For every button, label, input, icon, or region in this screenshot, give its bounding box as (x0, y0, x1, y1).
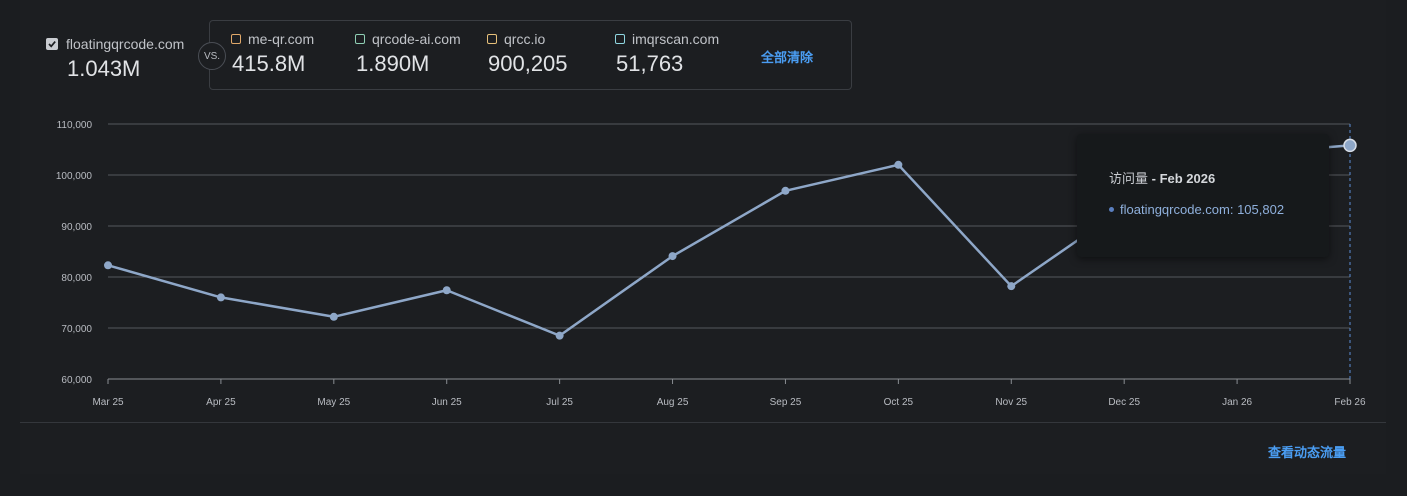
footer-divider (20, 422, 1386, 423)
data-point (668, 252, 677, 261)
competitor-name: imqrscan.com (632, 31, 720, 47)
data-point (555, 331, 564, 340)
y-tick-label: 90,000 (61, 222, 92, 233)
competitor-value: 51,763 (616, 51, 684, 76)
y-tick-label: 70,000 (61, 324, 92, 335)
check-icon (48, 41, 56, 48)
x-tick-label: Feb 26 (1334, 397, 1366, 408)
data-point (329, 312, 338, 321)
x-tick-label: Apr 25 (206, 397, 236, 408)
data-point (1007, 282, 1016, 291)
y-tick-label: 80,000 (61, 273, 92, 284)
competitor-imqrscan[interactable]: imqrscan.com 51,763 (615, 31, 719, 77)
x-tick-label: Mar 25 (92, 397, 124, 408)
tooltip-site: floatingqrcode.com (1120, 202, 1230, 217)
competitor-name: qrcc.io (504, 31, 546, 47)
main-site: floatingqrcode.com 1.043M (46, 36, 184, 82)
x-tick-label: Aug 25 (657, 397, 689, 408)
competitor-value: 415.8M (232, 51, 306, 76)
competitor-name: qrcode-ai.com (372, 31, 461, 47)
competitor-qrcode-ai[interactable]: qrcode-ai.com 1.890M (355, 31, 461, 77)
main-site-value: 1.043M (67, 56, 141, 81)
view-traffic-link[interactable]: 查看动态流量 (1268, 445, 1347, 460)
tooltip-value: 105,802 (1237, 202, 1285, 217)
competitor-value: 1.890M (356, 51, 430, 76)
clear-all-button[interactable]: 全部清除 (761, 50, 814, 65)
x-tick-label: Jul 25 (546, 397, 573, 408)
competitors-box: me-qr.com 415.8M qrcode-ai.com 1.890M qr… (209, 20, 852, 90)
tooltip-metric: 访问量 (1109, 171, 1149, 186)
tooltip-entry: floatingqrcode.com: 105,802 (1109, 202, 1284, 217)
tooltip-title: 访问量 - Feb 2026 (1109, 171, 1216, 186)
competitor-value: 900,205 (488, 51, 568, 76)
main-site-checkbox[interactable] (46, 38, 58, 50)
x-tick-label: Jun 25 (432, 397, 462, 408)
tooltip-period: Feb 2026 (1159, 171, 1216, 186)
data-point-highlighted (1343, 138, 1357, 153)
x-tick-label: Dec 25 (1108, 397, 1140, 408)
chart-tooltip: 访问量 - Feb 2026 floatingqrcode.com: 105,8… (1077, 134, 1329, 257)
main-site-name: floatingqrcode.com (66, 36, 185, 52)
data-point (442, 286, 451, 295)
data-point (781, 186, 790, 195)
y-tick-label: 110,000 (57, 120, 93, 131)
vs-badge: VS. (198, 42, 226, 70)
competitor-checkbox[interactable] (355, 34, 365, 44)
competitor-qrcc[interactable]: qrcc.io 900,205 (487, 31, 568, 77)
x-tick-label: Jan 26 (1222, 397, 1252, 408)
series-dot-icon (1109, 207, 1114, 212)
competitor-checkbox[interactable] (487, 34, 497, 44)
x-tick-label: Nov 25 (995, 397, 1027, 408)
x-tick-label: Oct 25 (884, 397, 914, 408)
y-tick-label: 100,000 (56, 171, 93, 182)
competitor-name: me-qr.com (248, 31, 315, 47)
competitor-checkbox[interactable] (231, 34, 241, 44)
x-tick-label: Sep 25 (770, 397, 802, 408)
data-point (104, 261, 112, 270)
y-tick-label: 60,000 (61, 375, 92, 386)
data-point (216, 293, 225, 302)
competitor-me-qr[interactable]: me-qr.com 415.8M (231, 31, 314, 77)
competitor-checkbox[interactable] (615, 34, 625, 44)
data-point (894, 160, 903, 169)
x-tick-label: May 25 (317, 397, 350, 408)
